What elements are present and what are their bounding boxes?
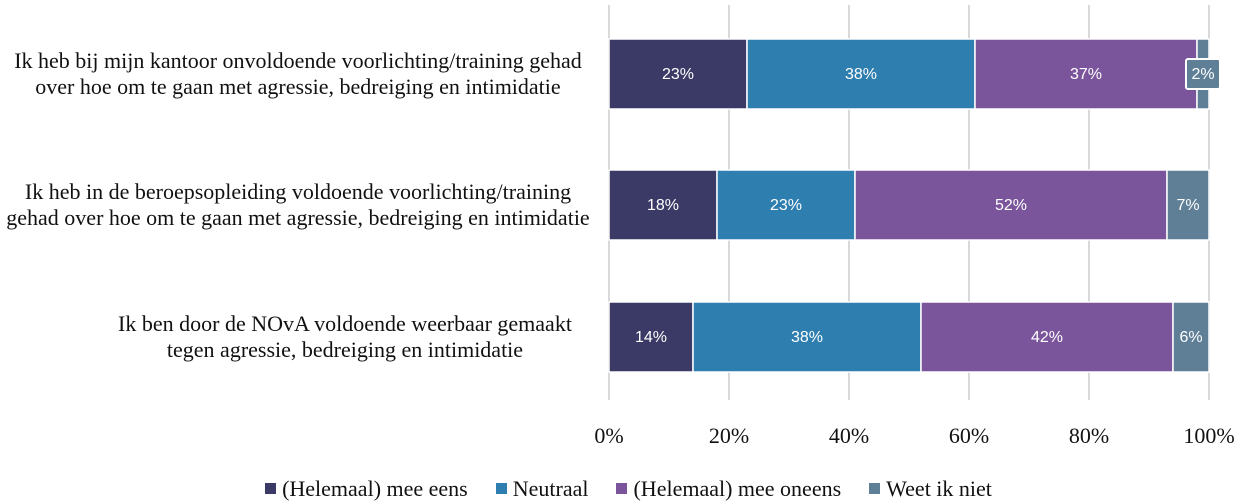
value-label: 23% <box>770 197 802 214</box>
bar-segment <box>608 301 694 373</box>
value-label: 42% <box>1031 329 1063 346</box>
category-label: Ik heb bij mijn kantoor onvoldoende voor… <box>14 48 582 99</box>
bar-segment <box>1172 301 1210 373</box>
legend-label: Weet ik niet <box>886 476 992 501</box>
legend-label: (Helemaal) mee eens <box>282 476 468 501</box>
value-label: 38% <box>791 329 823 346</box>
bar-segment <box>716 169 856 241</box>
legend-label: (Helemaal) mee oneens <box>633 476 842 501</box>
value-label: 23% <box>662 66 694 83</box>
value-label: 38% <box>845 66 877 83</box>
legend-item: Neutraal <box>495 476 589 502</box>
legend-item: (Helemaal) mee eens <box>265 476 468 502</box>
category-label: Ik heb in de beroepsopleiding voldoende … <box>6 179 590 230</box>
x-tick-label: 60% <box>949 423 989 448</box>
bar-segment <box>608 38 748 110</box>
bar-segment <box>608 169 718 241</box>
legend-swatch <box>265 483 277 494</box>
legend-swatch <box>616 483 628 494</box>
category-label: Ik ben door de NOvA voldoende weerbaar g… <box>118 311 572 362</box>
value-label: 37% <box>1070 66 1102 83</box>
x-tick-label: 20% <box>709 423 749 448</box>
legend-item: (Helemaal) mee oneens <box>616 476 841 502</box>
value-label: 6% <box>1179 329 1202 346</box>
x-tick-label: 0% <box>594 423 623 448</box>
value-label: 14% <box>635 329 667 346</box>
x-tick-label: 40% <box>829 423 869 448</box>
value-label: 52% <box>995 197 1027 214</box>
bar-segment <box>1166 169 1210 241</box>
legend-label: Neutraal <box>512 476 589 501</box>
legend: (Helemaal) mee eens Neutraal (Helemaal) me… <box>0 476 1257 502</box>
value-label: 2% <box>1191 66 1214 83</box>
value-label: 7% <box>1176 197 1199 214</box>
bar-segment <box>974 38 1198 110</box>
value-label: 18% <box>647 197 679 214</box>
x-tick-label: 100% <box>1183 423 1234 448</box>
bar-segment <box>692 301 922 373</box>
legend-item: Weet ik niet <box>869 476 992 502</box>
label-box <box>1185 58 1221 90</box>
bar-segment <box>920 301 1174 373</box>
legend-swatch <box>869 483 881 494</box>
x-tick-label: 80% <box>1069 423 1109 448</box>
bar-segment <box>854 169 1168 241</box>
legend-swatch <box>495 483 507 494</box>
